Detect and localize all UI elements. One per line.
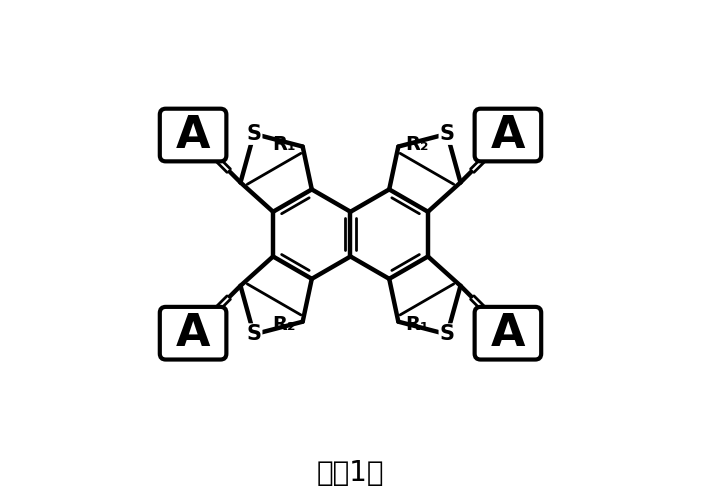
Text: A: A bbox=[491, 312, 525, 355]
FancyBboxPatch shape bbox=[475, 109, 541, 161]
FancyBboxPatch shape bbox=[160, 307, 226, 360]
Text: R₁: R₁ bbox=[405, 315, 429, 333]
Text: S: S bbox=[247, 124, 261, 144]
Text: R₂: R₂ bbox=[405, 135, 429, 153]
Text: S: S bbox=[247, 324, 261, 345]
Text: S: S bbox=[440, 124, 454, 144]
FancyBboxPatch shape bbox=[475, 307, 541, 360]
Text: 式（1）: 式（1） bbox=[317, 459, 384, 486]
Text: A: A bbox=[176, 312, 210, 355]
FancyBboxPatch shape bbox=[160, 109, 226, 161]
Text: A: A bbox=[176, 114, 210, 156]
Text: R₂: R₂ bbox=[272, 315, 296, 333]
Text: R₁: R₁ bbox=[272, 135, 296, 153]
Text: A: A bbox=[491, 114, 525, 156]
Text: S: S bbox=[440, 324, 454, 345]
